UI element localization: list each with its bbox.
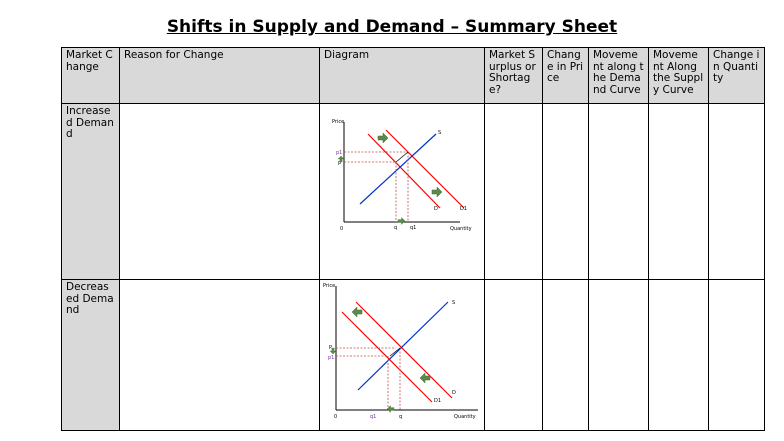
p1-label: p1 — [328, 355, 334, 361]
header-surplus: Market Surplus or Shortage? — [484, 47, 543, 104]
quantity-arrow-icon — [397, 217, 406, 225]
table-row: Increased Demand Price Quantity 0 — [61, 103, 765, 280]
demand-curve — [367, 133, 441, 209]
market-change-cell: Increased Demand — [61, 103, 120, 280]
demand-label: D — [434, 206, 438, 212]
header-diagram: Diagram — [319, 47, 485, 104]
demand-label: D — [452, 390, 456, 396]
q1-label: q1 — [370, 414, 376, 420]
decreased-demand-diagram: Price Quantity 0 S D D1 P p1 q1 q — [323, 283, 478, 420]
q1-label: q1 — [410, 225, 416, 231]
shift-right-arrow-icon — [377, 132, 389, 144]
header-reason: Reason for Change — [119, 47, 320, 104]
quantity-axis-label: Quantity — [454, 414, 476, 420]
supply-curve-cell[interactable] — [648, 279, 709, 431]
supply-label: S — [438, 130, 441, 136]
shift-left-arrow-icon — [351, 306, 363, 318]
supply-curve — [359, 133, 437, 205]
demand-new-label: D1 — [460, 206, 467, 212]
origin-label: 0 — [334, 414, 337, 420]
surplus-cell[interactable] — [484, 279, 543, 431]
supply-label: S — [452, 300, 455, 306]
demand-curve — [355, 301, 453, 399]
supply-curve-cell[interactable] — [648, 103, 709, 280]
origin-label: 0 — [340, 226, 343, 232]
page-title: Shifts in Supply and Demand – Summary Sh… — [166, 17, 618, 37]
q-label: q — [399, 414, 402, 420]
price-change-cell[interactable] — [542, 279, 589, 431]
price-axis-label: Price — [332, 119, 344, 125]
demand-curve-cell[interactable] — [588, 279, 649, 431]
movement-arrow-icon — [395, 151, 409, 163]
header-market-change: Market Change — [61, 47, 120, 104]
quantity-change-cell[interactable] — [708, 279, 765, 431]
increased-demand-diagram: Price Quantity 0 S D D1 p1 p q q1 — [332, 119, 472, 232]
summary-table: Market Change Reason for Change Diagram … — [61, 47, 765, 431]
demand-curve-shifted — [341, 311, 433, 403]
reason-cell[interactable] — [119, 103, 320, 280]
p1-label: p1 — [336, 150, 342, 156]
demand-curve-shifted — [385, 129, 465, 209]
header-demand-curve: Movement along the Demand Curve — [588, 47, 649, 104]
header-quantity-change: Change in Quantity — [708, 47, 765, 104]
movement-arrow-icon — [389, 347, 401, 357]
q-label: q — [394, 225, 397, 231]
price-axis-label: Price — [323, 283, 335, 289]
demand-curve-cell[interactable] — [588, 103, 649, 280]
quantity-change-cell[interactable] — [708, 103, 765, 280]
supply-curve — [357, 301, 449, 391]
shift-right-arrow-icon — [431, 186, 443, 198]
quantity-axis-label: Quantity — [450, 226, 472, 232]
p-label: P — [329, 345, 332, 351]
header-supply-curve: Movement Along the Supply Curve — [648, 47, 709, 104]
price-change-cell[interactable] — [542, 103, 589, 280]
demand-new-label: D1 — [434, 398, 441, 404]
diagram-cell: Price Quantity 0 S D D1 p1 p q q1 — [319, 103, 485, 280]
surplus-cell[interactable] — [484, 103, 543, 280]
header-price-change: Change in Price — [542, 47, 589, 104]
table-row: Decreased Demand Price Quantity 0 S D D1 — [61, 279, 765, 431]
market-change-cell: Decreased Demand — [61, 279, 120, 431]
header-row: Market Change Reason for Change Diagram … — [61, 47, 765, 104]
reason-cell[interactable] — [119, 279, 320, 431]
diagram-cell: Price Quantity 0 S D D1 P p1 q1 q — [319, 279, 485, 431]
p-label: p — [338, 160, 341, 166]
